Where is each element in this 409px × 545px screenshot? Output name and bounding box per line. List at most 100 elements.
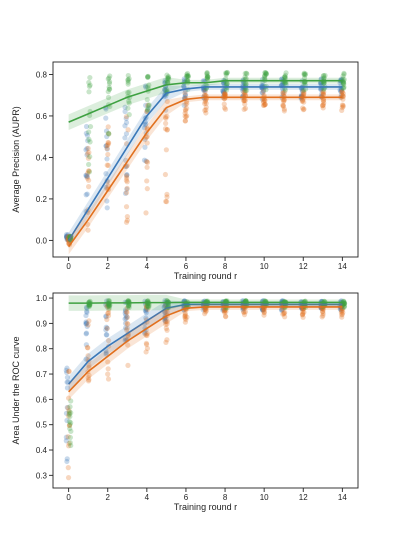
scatter-point-orange [184,105,190,111]
scatter-point-orange [221,105,228,111]
scatter-point-green [223,72,229,78]
scatter-point-blue [124,314,130,320]
scatter-point-orange [85,151,91,157]
scatter-point-orange [145,306,151,313]
mean-line-orange [68,306,343,393]
y-tick-label: 0.8 [36,70,48,79]
scatter-point-green [126,112,132,118]
scatter-point-green [262,75,268,81]
scatter-point-orange [222,307,229,313]
scatter-point-blue [220,80,227,87]
scatter-point-green [105,94,112,101]
scatter-point-blue [220,306,227,312]
scatter-point-orange [182,311,188,318]
scatter-point-orange [242,97,248,104]
scatter-point-orange [280,102,286,108]
scatter-point-orange [202,311,208,317]
scatter-point-green [107,73,113,79]
scatter-point-orange [123,204,130,210]
scatter-point-blue [162,78,168,84]
scatter-point-blue [103,324,109,330]
scatter-point-green [105,298,111,304]
scatter-point-orange [144,186,150,192]
scatter-point-blue [84,152,90,158]
scatter-point-orange [299,311,306,318]
x-tick-label: 12 [299,493,308,502]
scatter-point-green [66,409,72,415]
scatter-point-green [164,78,170,84]
scatter-point-green [67,440,73,446]
scatter-point-green [341,300,348,307]
scatter-point-orange [85,145,91,152]
scatter-point-orange [202,307,208,313]
scatter-point-green [86,169,93,175]
scatter-point-green [125,77,131,83]
scatter-point-blue [84,173,90,180]
scatter-point-blue [103,314,109,320]
scatter-point-orange [123,309,130,315]
scatter-point-blue [64,234,70,240]
ci-band-blue [68,300,343,392]
scatter-point-orange [164,321,170,327]
scatter-point-green [105,88,111,95]
scatter-point-blue [337,80,343,86]
scatter-point-green [282,74,288,80]
scatter-point-orange [320,89,326,95]
scatter-point-blue [201,87,207,94]
scatter-point-green [243,70,249,76]
scatter-point-blue [123,315,129,321]
scatter-point-blue [104,133,110,140]
scatter-point-green [224,80,230,87]
scatter-point-orange [282,309,288,316]
scatter-point-orange [163,318,169,325]
scatter-point-green [165,75,171,81]
scatter-point-green [262,70,269,76]
scatter-point-blue [122,190,129,197]
scatter-point-orange [300,314,306,320]
scatter-point-blue [103,313,109,319]
scatter-point-green [164,72,170,78]
scatter-point-orange [163,147,169,153]
scatter-point-orange [104,145,110,151]
scatter-point-orange [339,314,345,320]
scatter-point-blue [259,307,266,313]
scatter-point-orange [124,175,130,181]
scatter-point-orange [106,140,112,146]
scatter-point-orange [105,359,111,365]
scatter-point-blue [201,86,207,92]
scatter-point-blue [122,316,128,322]
scatter-point-orange [202,107,208,113]
scatter-point-green [282,74,288,80]
scatter-point-orange [183,108,189,114]
scatter-point-blue [319,91,325,97]
chart-panel-1: 0 2 4 6 8 10 12 14 0.0 0.2 0.4 0.6 0.8 Training round… [11,61,359,281]
scatter-point-blue [103,143,109,149]
scatter-point-blue [181,83,187,89]
scatter-point-blue [83,356,89,362]
scatter-point-blue [162,87,168,93]
scatter-point-green [340,78,346,84]
scatter-point-orange [85,345,91,351]
scatter-point-blue [83,321,89,327]
scatter-point-green [223,87,230,93]
scatter-point-green [341,301,347,307]
scatter-point-green [106,79,113,85]
y-tick-label: 0.8 [36,345,48,354]
scatter-point-green [340,80,347,86]
scatter-point-green [87,302,93,309]
scatter-point-orange [143,340,149,346]
y-tick-label: 0.4 [36,446,48,455]
scatter-point-orange [125,362,131,368]
scatter-point-blue [104,146,110,152]
scatter-point-green [144,303,151,309]
scatter-point-blue [85,138,91,144]
scatter-point-green [125,302,132,309]
scatter-point-blue [123,115,129,122]
scatter-point-green [125,81,131,87]
scatter-point-green [106,303,112,309]
scatter-point-blue [142,122,148,128]
scatter-point-green [68,428,74,434]
scatter-point-green [144,84,151,90]
scatter-point-blue [84,320,90,326]
scatter-point-blue [123,325,129,331]
